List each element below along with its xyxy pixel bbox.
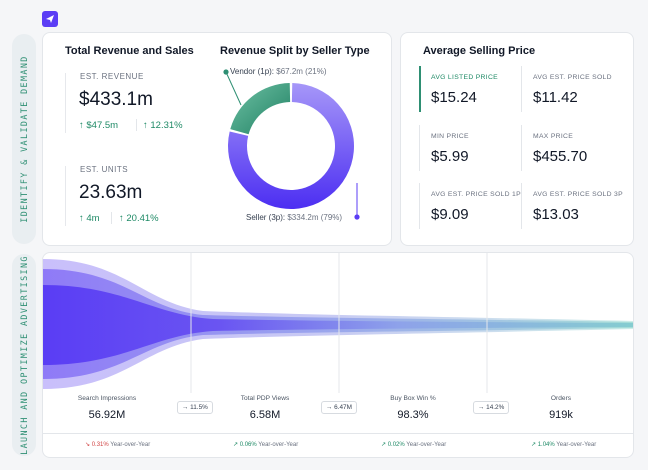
conversion-badge: → 11.5% <box>177 401 213 414</box>
units-delta-abs: ↑ 4m <box>79 213 100 224</box>
est-units-label: EST. UNITS <box>80 165 129 174</box>
divider <box>521 125 522 171</box>
vendor-slice[interactable] <box>230 83 291 135</box>
split-title: Revenue Split by Seller Type <box>220 45 370 57</box>
asp-min-price[interactable]: MIN PRICE $5.99 <box>431 133 469 165</box>
stage-orders[interactable]: Orders 919k <box>549 395 573 421</box>
yoy-search-impressions: ↘ 0.31% Year-over-Year <box>85 442 151 448</box>
units-delta-pct: ↑ 20.41% <box>119 213 159 224</box>
yoy-buy-box-win: ↗ 0.02% Year-over-Year <box>381 442 447 448</box>
revenue-delta-abs: ↑ $47.5m <box>79 120 119 131</box>
revenue-card: Total Revenue and Sales EST. REVENUE $43… <box>42 32 392 246</box>
divider <box>419 183 420 229</box>
asp-max-price[interactable]: MAX PRICE $455.70 <box>533 133 588 165</box>
asp-avg-listed[interactable]: AVG LISTED PRICE $15.24 <box>431 74 498 106</box>
stage-search-impressions[interactable]: Search Impressions 56.92M <box>77 395 137 421</box>
section-label-identify: IDENTIFY & VALIDATE DEMAND <box>12 34 36 244</box>
asp-avg-sold-1p[interactable]: AVG EST. PRICE SOLD 1P $9.09 <box>431 191 521 223</box>
est-revenue-value: $433.1m <box>79 89 153 110</box>
asp-card: Average Selling Price AVG LISTED PRICE $… <box>400 32 634 246</box>
divider <box>43 433 633 434</box>
divider <box>521 66 522 112</box>
vendor-legend: Vendor (1p): $67.2m (21%) <box>230 67 327 76</box>
seller-marker <box>354 214 360 220</box>
revenue-delta-pct: ↑ 12.31% <box>143 120 183 131</box>
est-units-value: 23.63m <box>79 182 143 203</box>
vendor-leader-line <box>225 71 242 106</box>
stage-buy-box-win[interactable]: Buy Box Win % 98.3% <box>390 395 436 421</box>
divider <box>111 212 112 224</box>
seller-slice[interactable] <box>227 83 354 209</box>
est-revenue-label: EST. REVENUE <box>80 72 144 81</box>
funnel-inner-band <box>43 285 633 365</box>
asp-avg-sold[interactable]: AVG EST. PRICE SOLD $11.42 <box>533 74 612 106</box>
conversion-badge: → 14.2% <box>473 401 510 414</box>
vendor-marker <box>223 69 229 75</box>
divider <box>65 166 66 226</box>
revenue-split-donut <box>223 69 360 220</box>
section-label-launch: LAUNCH AND OPTIMIZE ADVERTISING <box>12 254 36 456</box>
divider <box>521 183 522 229</box>
yoy-orders: ↗ 1.04% Year-over-Year <box>531 442 597 448</box>
stage-total-pdp-views[interactable]: Total PDP Views 6.58M <box>240 395 290 421</box>
send-icon <box>46 15 54 23</box>
seller-legend: Seller (3p): $334.2m (79%) <box>246 213 343 222</box>
revenue-title: Total Revenue and Sales <box>65 45 194 57</box>
asp-title: Average Selling Price <box>423 45 536 57</box>
yoy-total-pdp-views: ↗ 0.06% Year-over-Year <box>233 442 299 448</box>
conversion-badge: → 6.47M <box>321 401 357 414</box>
active-indicator <box>419 66 421 112</box>
app-logo[interactable] <box>42 11 58 27</box>
asp-avg-sold-3p[interactable]: AVG EST. PRICE SOLD 3P $13.03 <box>533 191 623 223</box>
funnel-chart <box>43 253 633 393</box>
divider <box>419 125 420 171</box>
funnel-card: Search Impressions 56.92M Total PDP View… <box>42 252 634 458</box>
divider <box>136 119 137 131</box>
divider <box>65 73 66 133</box>
